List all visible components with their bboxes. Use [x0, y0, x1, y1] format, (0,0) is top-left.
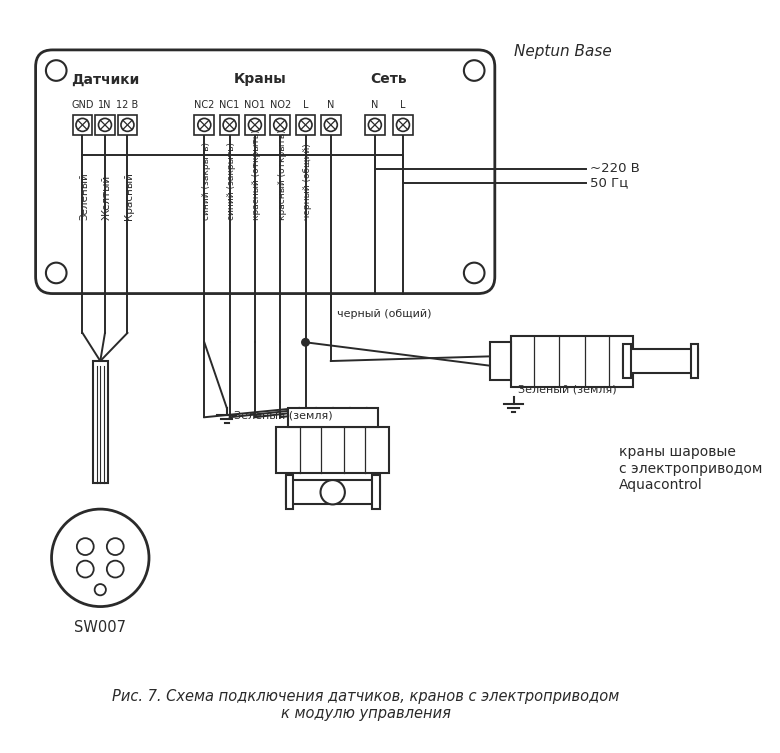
Circle shape — [76, 118, 89, 131]
Circle shape — [248, 118, 261, 131]
Bar — [288, 408, 378, 427]
Bar — [511, 336, 633, 387]
Bar — [623, 349, 698, 373]
Circle shape — [94, 584, 106, 596]
Bar — [95, 115, 115, 135]
Text: NO1: NO1 — [244, 100, 265, 110]
Text: GND: GND — [71, 100, 94, 110]
Text: ~220 В: ~220 В — [590, 163, 640, 175]
Bar — [194, 115, 215, 135]
Circle shape — [77, 561, 94, 578]
Bar — [372, 475, 380, 509]
Text: L: L — [303, 100, 308, 110]
Text: Красный: Красный — [124, 172, 134, 221]
Circle shape — [464, 60, 484, 81]
Text: Желтый: Желтый — [102, 175, 112, 221]
Bar — [393, 115, 413, 135]
Circle shape — [396, 118, 410, 131]
Text: N: N — [327, 100, 335, 110]
Text: L: L — [400, 100, 406, 110]
Text: Краны: Краны — [234, 72, 287, 87]
Text: черный (общий): черный (общий) — [303, 144, 312, 221]
Text: Датчики: Датчики — [71, 72, 139, 87]
Bar — [690, 344, 698, 378]
Bar — [296, 115, 315, 135]
Bar — [321, 115, 341, 135]
Text: Neptun Base: Neptun Base — [513, 44, 612, 59]
Circle shape — [223, 118, 236, 131]
Bar — [285, 475, 293, 509]
Text: 12 В: 12 В — [116, 100, 139, 110]
Bar — [220, 115, 239, 135]
Text: Зеленый (земля): Зеленый (земля) — [518, 385, 617, 395]
Circle shape — [98, 118, 112, 131]
Bar — [245, 115, 264, 135]
Circle shape — [464, 263, 484, 283]
FancyBboxPatch shape — [36, 50, 495, 294]
Text: синий (закрыть): синий (закрыть) — [202, 142, 211, 221]
Text: SW007: SW007 — [74, 620, 126, 635]
Text: Зеленый: Зеленый — [80, 172, 90, 221]
Circle shape — [46, 60, 66, 81]
Text: краны шаровые
с электроприводом
Aquacontrol: краны шаровые с электроприводом Aquacont… — [619, 445, 762, 492]
Circle shape — [299, 118, 312, 131]
Bar — [365, 115, 385, 135]
Text: красный (открыть): красный (открыть) — [252, 130, 261, 221]
Circle shape — [77, 538, 94, 555]
Text: 50 Гц: 50 Гц — [590, 176, 629, 190]
Text: Рис. 7. Схема подключения датчиков, кранов с электроприводом
к модулю управления: Рис. 7. Схема подключения датчиков, кран… — [112, 689, 619, 721]
Circle shape — [107, 538, 124, 555]
Bar — [276, 427, 389, 474]
Text: N: N — [371, 100, 378, 110]
Circle shape — [368, 118, 381, 131]
Text: синий (закрыть): синий (закрыть) — [227, 142, 236, 221]
Bar — [623, 344, 631, 378]
Text: красный (открыть): красный (открыть) — [278, 130, 286, 221]
Circle shape — [274, 118, 287, 131]
Text: Сеть: Сеть — [370, 72, 407, 87]
Bar — [285, 480, 380, 505]
Text: Зеленый (земля): Зеленый (земля) — [234, 410, 333, 421]
Bar — [271, 115, 290, 135]
Circle shape — [107, 561, 124, 578]
Circle shape — [324, 118, 337, 131]
Circle shape — [51, 509, 149, 607]
Bar — [73, 115, 92, 135]
Circle shape — [321, 480, 345, 505]
Bar — [93, 361, 108, 483]
Bar — [118, 115, 137, 135]
Text: NC1: NC1 — [219, 100, 239, 110]
Circle shape — [121, 118, 134, 131]
Circle shape — [198, 118, 211, 131]
Bar — [490, 343, 511, 380]
Text: черный (общий): черный (общий) — [338, 309, 432, 319]
Text: NC2: NC2 — [194, 100, 215, 110]
Text: 1N: 1N — [98, 100, 112, 110]
Text: NO2: NO2 — [270, 100, 291, 110]
Circle shape — [302, 339, 309, 346]
Circle shape — [46, 263, 66, 283]
